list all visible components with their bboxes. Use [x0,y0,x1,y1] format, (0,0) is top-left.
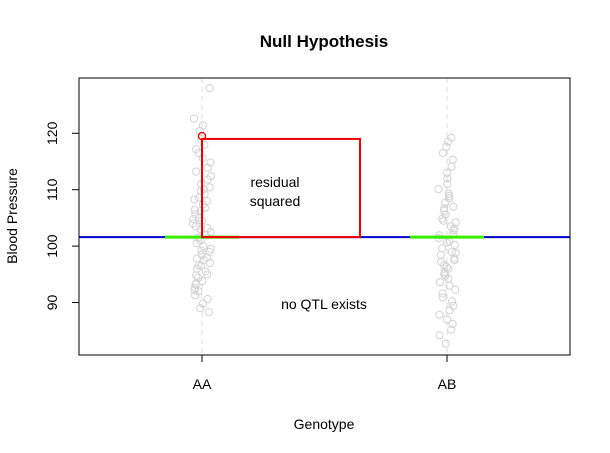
data-point [188,219,198,228]
annotation-residual-line1: residual [250,174,299,190]
data-point [442,142,451,151]
data-point [203,270,212,279]
data-point [192,239,201,248]
data-point [205,258,214,268]
data-point [444,137,453,146]
data-point [195,126,204,136]
data-point [203,295,212,304]
data-point [191,291,200,300]
data-point [435,331,444,340]
data-point [443,168,452,177]
data-point [200,140,209,149]
data-point [205,183,214,192]
data-point [440,206,449,215]
data-point [206,158,215,167]
y-tick-label: 120 [44,121,60,145]
data-point [203,175,212,184]
chart-title: Null Hypothesis [260,32,388,51]
data-point [190,205,199,215]
data-point [442,315,452,324]
x-axis-label: Genotype [294,416,355,432]
plot-frame [78,77,571,356]
data-point [442,238,451,247]
data-point [198,299,208,308]
data-point [194,261,203,270]
data-point [436,251,445,260]
data-point [450,256,459,265]
data-point [189,214,198,224]
annotation-no-qtl: no QTL exists [281,296,367,312]
data-point [192,167,201,176]
data-point [440,269,449,278]
data-point [450,240,459,250]
data-point [199,185,208,194]
data-point [449,301,458,310]
data-point [192,271,201,280]
data-point [438,293,447,302]
y-tick-label: 110 [44,178,60,201]
data-point [436,278,445,287]
data-point [434,185,443,194]
y-axis-label: Blood Pressure [4,168,20,264]
data-point [441,339,450,348]
annotation-residual-line2: squared [250,193,301,209]
x-tick-label-AB: AB [438,376,457,392]
data-point [196,304,205,313]
y-tick-label: 90 [44,295,60,311]
data-point [445,306,454,315]
data-point [450,224,459,233]
data-point [191,222,200,231]
data-point [438,148,447,158]
x-tick-label-AA: AA [193,376,212,392]
data-point [448,297,457,306]
data-point [443,180,452,189]
data-point [448,319,457,329]
data-point [190,286,199,295]
data-point [440,204,449,213]
data-point [205,84,214,93]
residual-square [201,137,361,239]
data-point [204,308,213,317]
data-point [451,285,460,294]
data-point [447,325,456,334]
data-point [445,191,454,200]
data-point [199,242,208,251]
data-point [443,174,452,183]
plot-area: 90 100 110 120 AA AB [44,77,571,392]
data-point [192,254,202,263]
data-point [441,198,450,207]
data-point [189,114,199,123]
data-point [449,202,458,211]
data-point [190,195,199,204]
data-point [197,246,206,255]
data-point [203,163,212,172]
data-point [447,162,456,171]
data-point [439,216,448,225]
data-point [203,224,212,233]
highlighted-point [197,131,207,141]
data-point [445,281,454,290]
data-point [435,310,444,319]
data-point [451,218,460,227]
y-tick-label: 100 [44,234,60,258]
data-point [448,155,457,164]
data-point [435,231,444,240]
data-point [438,289,447,298]
